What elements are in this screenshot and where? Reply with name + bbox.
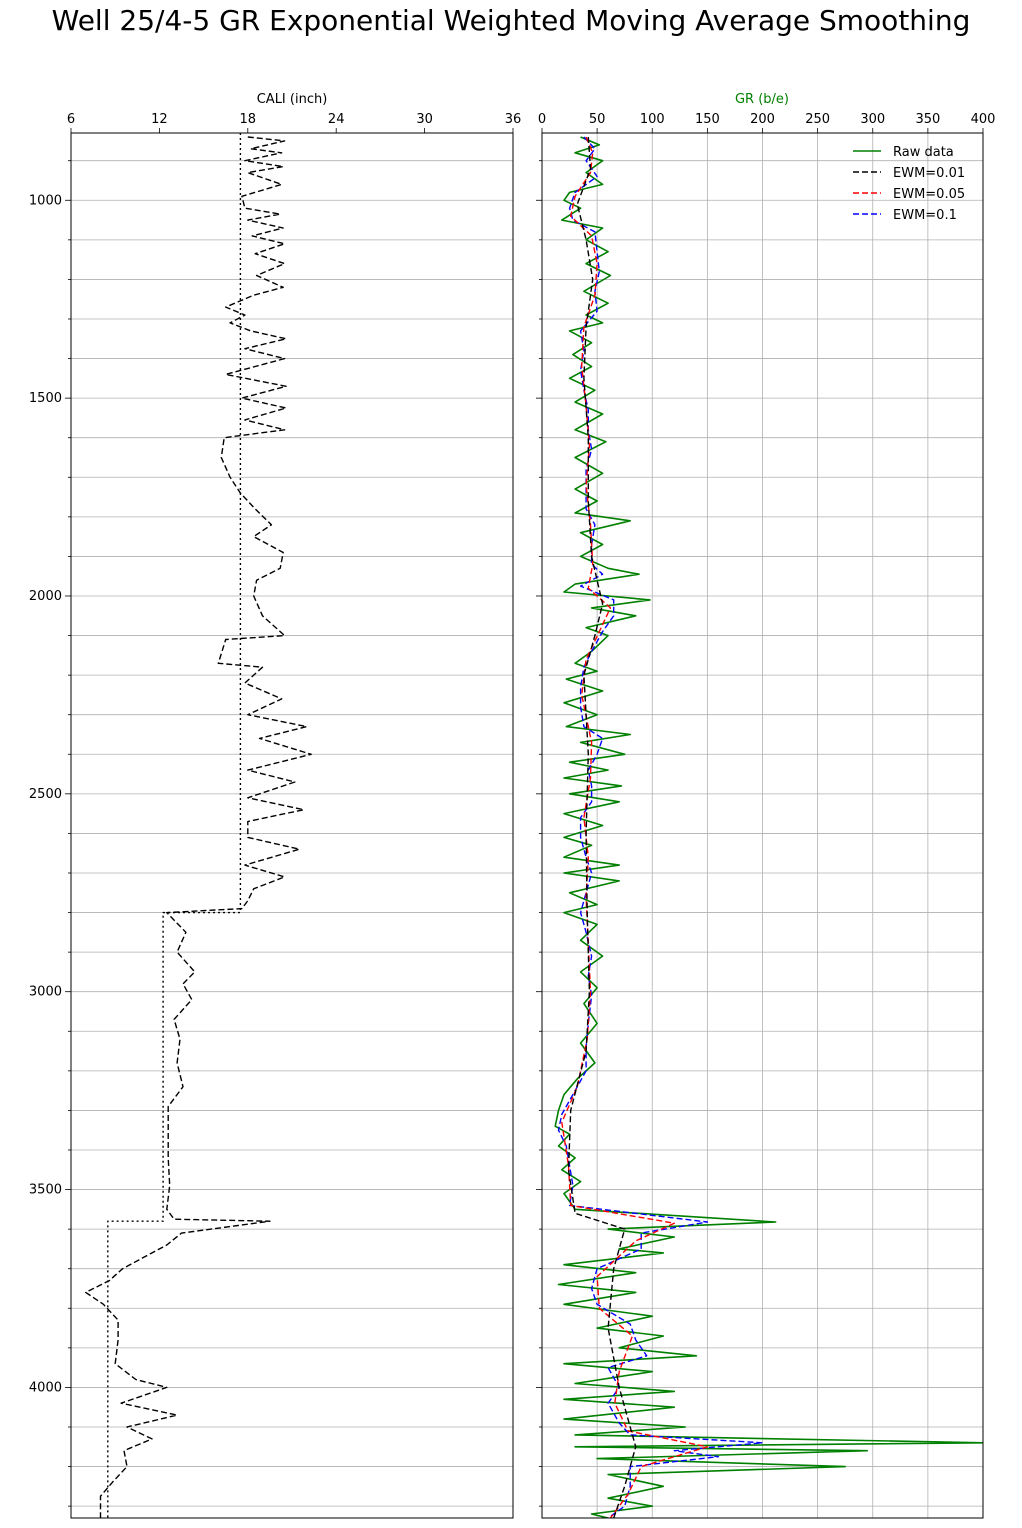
legend-label: EWM=0.01 (893, 166, 965, 181)
series-line-bit-size (107, 133, 242, 1518)
series-line-caliper (84, 136, 312, 1518)
series-line-ewm-0-01 (567, 136, 637, 1518)
y-tick-label: 2000 (29, 589, 62, 604)
y-tick-label: 3000 (29, 985, 62, 1000)
depth-axis-ticks: 1000 1500 2000 2500 3000 3500 4000 (29, 160, 71, 1507)
x-tick-label: 400 (971, 112, 996, 127)
y-tick-label: 2500 (29, 787, 62, 802)
caliper-grid (71, 160, 513, 1507)
x-tick-label: 36 (505, 112, 522, 127)
x-tick-label: 250 (805, 112, 830, 127)
y-tick-label: 3500 (29, 1183, 62, 1198)
legend: Raw data EWM=0.01 EWM=0.05 EWM=0.1 (853, 145, 965, 223)
gamma-ray-track: 0 50 100 150 200 250 300 350 400 GR (b/e) Raw da… (536, 92, 996, 1519)
gamma-ray-y-ticks (536, 160, 542, 1507)
x-tick-label: 150 (695, 112, 720, 127)
y-tick-label: 1500 (29, 391, 62, 406)
series-line-ewm-0-05 (561, 136, 709, 1518)
gamma-ray-series (554, 136, 983, 1518)
caliper-track: 6 12 18 24 30 36 1000 1500 2000 2500 3000 3500 4000… (29, 92, 521, 1519)
x-tick-label: 30 (416, 112, 433, 127)
series-line-raw-data (554, 136, 983, 1518)
x-tick-label: 12 (151, 112, 168, 127)
legend-label: EWM=0.1 (893, 208, 957, 223)
x-tick-label: 24 (328, 112, 345, 127)
x-tick-label: 18 (240, 112, 257, 127)
x-tick-label: 200 (750, 112, 775, 127)
chart-title: Well 25/4-5 GR Exponential Weighted Movi… (51, 4, 971, 37)
legend-label: EWM=0.05 (893, 187, 965, 202)
caliper-series (84, 133, 312, 1518)
caliper-x-ticks: 6 12 18 24 30 36 (67, 112, 521, 133)
x-tick-label: 6 (67, 112, 75, 127)
x-tick-label: 300 (860, 112, 885, 127)
y-tick-label: 1000 (29, 193, 62, 208)
legend-label: Raw data (893, 145, 954, 160)
x-tick-label: 0 (538, 112, 546, 127)
x-tick-label: 100 (640, 112, 665, 127)
gamma-ray-axis-label: GR (b/e) (735, 92, 789, 107)
x-tick-label: 350 (915, 112, 940, 127)
y-tick-label: 4000 (29, 1380, 62, 1395)
x-tick-label: 50 (589, 112, 606, 127)
gamma-ray-x-ticks: 0 50 100 150 200 250 300 350 400 (538, 112, 996, 133)
caliper-axis-label: CALI (inch) (257, 92, 328, 107)
caliper-track-frame (70, 132, 514, 1519)
